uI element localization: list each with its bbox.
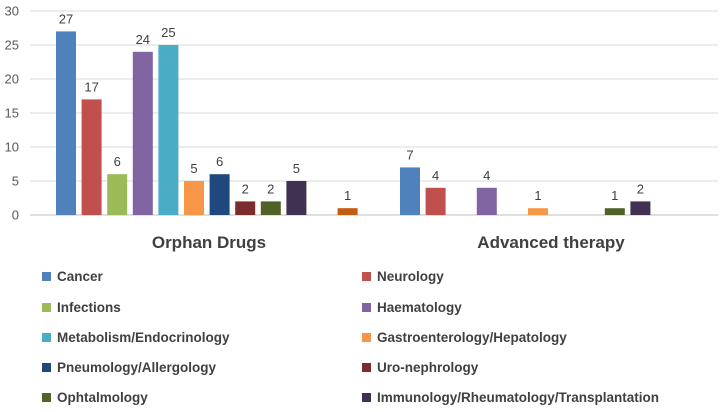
data-label: 1 — [344, 188, 351, 203]
bar-orphan-drugs-other — [337, 208, 358, 215]
y-tick-label: 15 — [5, 106, 19, 121]
legend-item-gastroenterology-hepatology: Gastroenterology/Hepatology — [362, 330, 567, 345]
legend-item-uro-nephrology: Uro-nephrology — [362, 360, 479, 375]
legend-label: Cancer — [57, 269, 104, 284]
bar-advanced-therapy-gastroenterology-hepatology — [528, 208, 548, 215]
data-label: 27 — [59, 11, 73, 26]
data-label: 24 — [136, 32, 150, 47]
y-tick-label: 0 — [12, 208, 19, 223]
y-tick-label: 25 — [5, 38, 19, 53]
legend-item-ophtalmology: Ophtalmology — [42, 390, 148, 405]
bar-orphan-drugs-uro-nephrology — [235, 201, 256, 215]
legend-swatch — [362, 363, 371, 372]
data-label: 4 — [432, 168, 439, 183]
legend-item-immunology-rheumatology-transplantation: Immunology/Rheumatology/Transplantation — [362, 390, 659, 405]
legend-swatch — [42, 363, 51, 372]
bar-orphan-drugs-neurology — [81, 99, 102, 215]
legend-item-cancer: Cancer — [42, 269, 104, 284]
bar-advanced-therapy-cancer — [400, 167, 420, 215]
bar-orphan-drugs-immunology-rheumatology-transplantation — [286, 181, 307, 215]
legend-label: Neurology — [377, 269, 444, 284]
legend-label: Infections — [57, 300, 121, 315]
bars — [56, 31, 651, 216]
bar-orphan-drugs-infections — [107, 174, 128, 215]
data-label: 5 — [190, 161, 197, 176]
legend-label: Haematology — [377, 300, 462, 315]
data-label: 5 — [293, 161, 300, 176]
bar-advanced-therapy-immunology-rheumatology-transplantation — [630, 201, 651, 215]
data-label: 6 — [216, 154, 223, 169]
data-label: 2 — [637, 181, 644, 196]
legend-item-neurology: Neurology — [362, 269, 444, 284]
legend-swatch — [362, 333, 371, 342]
category-labels: Orphan Drugs Advanced therapy — [152, 233, 625, 252]
bar-advanced-therapy-ophtalmology — [604, 208, 625, 215]
legend-swatch — [42, 393, 51, 402]
data-label: 17 — [84, 79, 98, 94]
data-label: 25 — [161, 25, 175, 40]
bar-advanced-therapy-neurology — [425, 187, 446, 215]
legend-label: Immunology/Rheumatology/Transplantation — [377, 390, 659, 405]
y-tick-label: 20 — [5, 72, 19, 87]
bar-orphan-drugs-ophtalmology — [260, 201, 281, 215]
bar-orphan-drugs-haematology — [132, 51, 153, 215]
legend-label: Gastroenterology/Hepatology — [377, 330, 567, 345]
data-label: 6 — [114, 154, 121, 169]
legend-label: Metabolism/Endocrinology — [57, 330, 230, 345]
legend-label: Ophtalmology — [57, 390, 148, 405]
legend-swatch — [42, 333, 51, 342]
legend-label: Pneumology/Allergology — [57, 360, 217, 375]
data-label: 4 — [483, 168, 490, 183]
category-label-orphan-drugs: Orphan Drugs — [152, 233, 266, 252]
bar-advanced-therapy-haematology — [476, 187, 497, 215]
legend-item-haematology: Haematology — [362, 300, 462, 315]
category-label-advanced-therapy: Advanced therapy — [477, 233, 625, 252]
data-label: 1 — [534, 188, 541, 203]
legend-swatch — [362, 393, 371, 402]
legend-swatch — [362, 272, 371, 281]
bar-orphan-drugs-pneumology-allergology — [209, 174, 230, 215]
legend-item-metabolism-endocrinology: Metabolism/Endocrinology — [42, 330, 230, 345]
legend: Cancer Neurology Infections Haematology Meta… — [42, 269, 659, 405]
data-label: 2 — [267, 181, 274, 196]
y-axis-ticks: 0 5 10 15 20 25 30 — [5, 4, 19, 223]
legend-swatch — [42, 303, 51, 312]
data-label: 2 — [242, 181, 249, 196]
legend-label: Uro-nephrology — [377, 360, 479, 375]
bar-orphan-drugs-metabolism-endocrinology — [158, 45, 179, 215]
bar-orphan-drugs-gastroenterology-hepatology — [184, 181, 204, 215]
y-tick-label: 30 — [5, 4, 19, 19]
data-label: 7 — [406, 147, 413, 162]
y-tick-label: 5 — [12, 174, 19, 189]
y-tick-label: 10 — [5, 140, 19, 155]
legend-item-pneumology-allergology: Pneumology/Allergology — [42, 360, 217, 375]
legend-item-infections: Infections — [42, 300, 121, 315]
bar-orphan-drugs-cancer — [56, 31, 76, 216]
data-label: 1 — [611, 188, 618, 203]
legend-swatch — [42, 272, 51, 281]
legend-swatch — [362, 303, 371, 312]
